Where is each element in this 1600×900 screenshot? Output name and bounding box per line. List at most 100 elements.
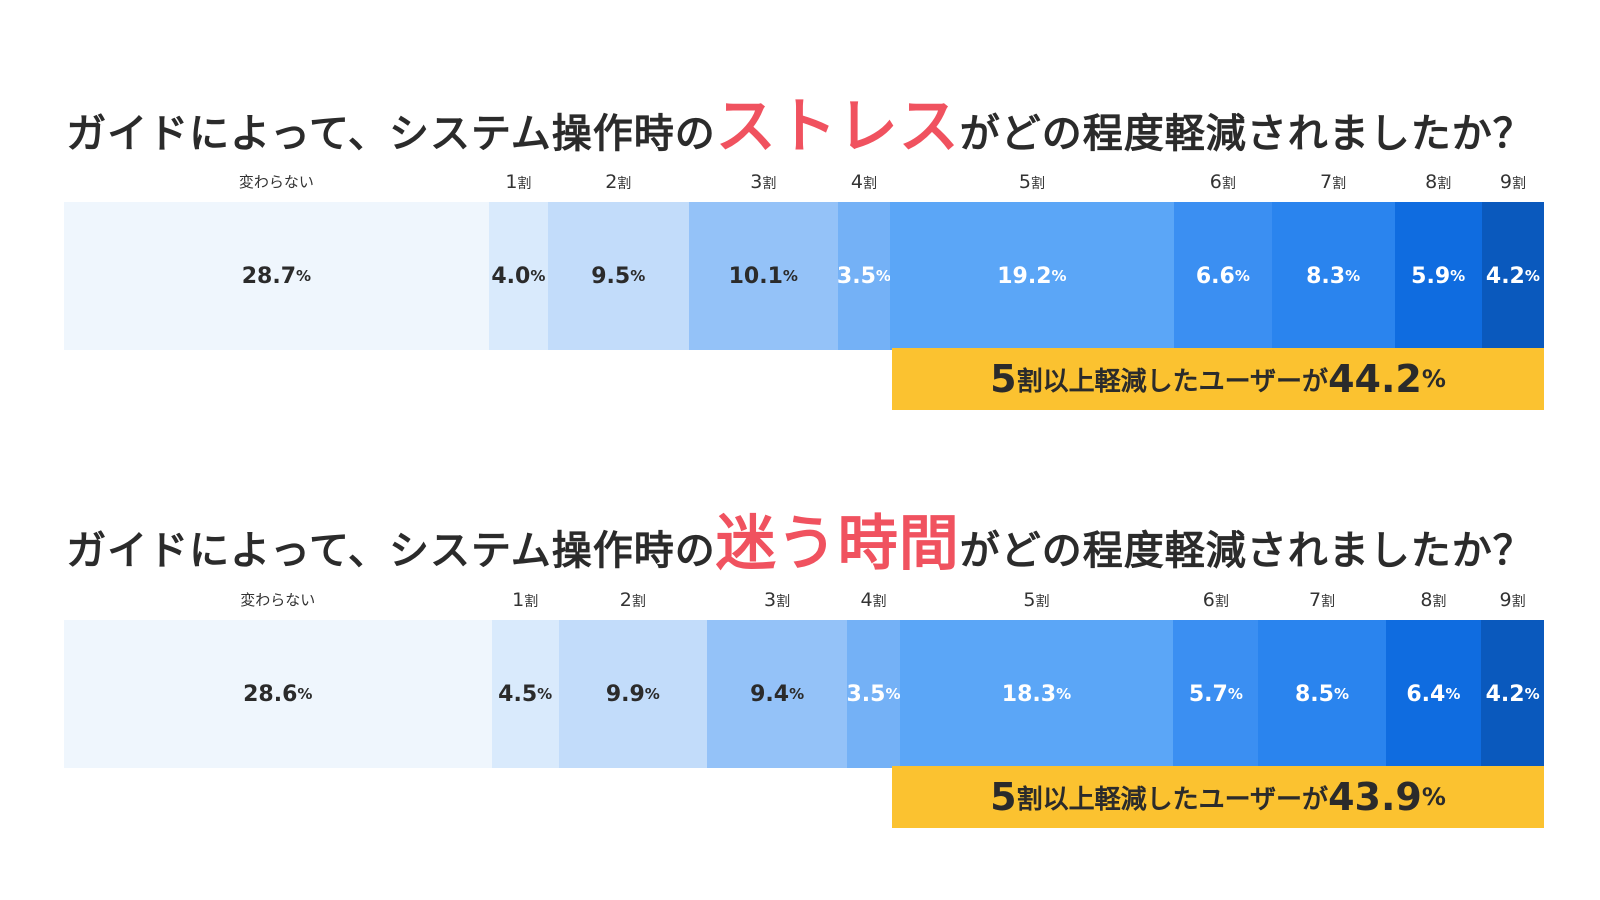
category-number: 9 [1499,589,1512,611]
callout-text: 割以上軽減したユーザーが [1016,366,1329,397]
category-label: 2割 [605,171,631,193]
category-label: 9割 [1500,171,1526,193]
data-label-unit: % [782,267,798,285]
data-label-unit: % [630,267,646,285]
title-highlight: ストレス [715,92,960,162]
category-number: 2 [605,171,618,193]
data-label-unit: % [1450,267,1466,285]
data-label-unit: % [1051,267,1067,285]
data-label-unit: % [644,685,660,703]
category-unit: 割 [862,176,877,192]
category-label: 9割 [1500,589,1526,611]
category-unit: 割 [1030,176,1045,192]
title-highlight: 迷う時間 [715,509,960,579]
bar-segment: 3.5% [846,620,901,768]
bar-segment: 6.6% [1174,202,1272,350]
data-label-unit: % [1056,685,1072,703]
chart-title: ガイドによって、システム操作時のストレスがどの程度軽減されましたか？ [0,78,1600,165]
data-label: 4.2 [1485,263,1525,289]
callout-prefix: 5 [990,775,1017,819]
category-number: 2 [619,589,632,611]
bar-segment: 6.4% [1385,620,1482,768]
category-unit: 割 [1332,176,1347,192]
category-label: 1割 [505,171,531,193]
category-number: 1 [512,589,525,611]
data-label-unit: % [1524,267,1540,285]
data-label-unit: % [1345,267,1361,285]
bar-segment: 4.5% [491,620,559,768]
data-label: 28.7 [241,263,296,289]
data-label-unit: % [1227,685,1243,703]
category-number: 7 [1308,589,1322,611]
data-label: 28.6 [243,681,298,707]
bar-segment: 5.7% [1173,620,1259,768]
category-unit: 割 [1221,176,1236,192]
category-number: 9 [1499,171,1512,193]
data-label-unit: % [537,685,553,703]
data-label: 18.3 [1001,681,1057,707]
data-label: 6.4 [1406,681,1446,707]
data-label: 10.1 [728,263,783,289]
data-label-unit: % [875,267,891,285]
category-unit: 割 [872,594,887,610]
bar-segment: 8.5% [1258,620,1386,768]
category-label: 5割 [1023,589,1049,611]
category-number: 8 [1425,171,1438,193]
category-number: 8 [1420,589,1433,611]
category-unit: 割 [517,176,532,192]
data-label-unit: % [1445,685,1461,703]
callout-summary: 5 割以上軽減したユーザーが 43.9% [892,766,1544,828]
title-prefix: ガイドによって、システム操作時の [66,111,716,157]
data-label: 6.6 [1195,263,1235,289]
category-labels: 変わらない 1割 2割 3割 4割 5割 6割 7割 8割 9割 [64,171,1544,195]
category-unit: 変わらない [240,591,316,609]
category-label: 2割 [620,589,646,611]
callout-unit: % [1421,365,1446,393]
category-label: 6割 [1210,171,1236,193]
data-label: 5.7 [1188,681,1228,707]
category-number: 1 [505,171,518,193]
bar-segment: 18.3% [899,620,1174,768]
bar-segment: 28.6% [64,620,492,768]
category-unit: 割 [1432,594,1447,610]
category-number: 3 [764,589,777,611]
category-label: 8割 [1420,589,1446,611]
callout-value: 44.2 [1328,357,1422,401]
category-label: 4割 [851,171,877,193]
bar-segment: 9.4% [706,620,848,768]
bar-segment: 3.5% [837,202,891,350]
category-number: 4 [860,589,873,611]
category-label: 変わらない [239,171,314,192]
category-unit: 割 [1035,594,1050,610]
bar-segment: 5.9% [1394,202,1482,350]
category-unit: 割 [1321,594,1336,610]
category-label: 1割 [512,589,538,611]
category-label: 5割 [1019,171,1045,193]
category-label: 7割 [1309,589,1335,611]
bar-segment: 19.2% [889,202,1174,350]
data-label-unit: % [530,267,546,285]
category-unit: 割 [1511,176,1526,192]
bar-segment: 10.1% [688,202,839,350]
category-label: 3割 [750,171,776,193]
callout-unit: % [1421,783,1446,811]
category-number: 7 [1320,171,1333,193]
bar-segment: 8.3% [1271,202,1395,350]
category-number: 6 [1209,171,1222,193]
data-label: 9.9 [605,681,645,707]
category-unit: 割 [1511,594,1526,610]
category-number: 3 [750,171,763,193]
bar-segment: 4.2% [1481,202,1544,350]
category-label: 7割 [1320,171,1346,193]
bar-segment: 28.7% [64,202,489,350]
category-unit: 割 [762,176,777,192]
bar-segment: 9.5% [547,202,689,350]
data-label-unit: % [297,685,313,703]
data-label-unit: % [1524,685,1540,703]
category-label: 3割 [764,589,790,611]
callout-text: 割以上軽減したユーザーが [1016,784,1329,815]
bar-segment: 4.0% [488,202,548,350]
category-unit: 変わらない [238,173,314,191]
data-label: 3.5 [846,681,886,707]
data-label: 4.2 [1485,681,1525,707]
